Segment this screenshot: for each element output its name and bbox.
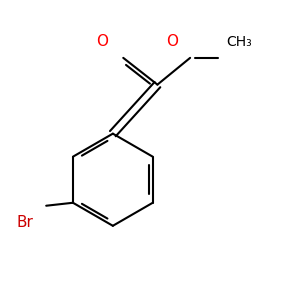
Text: CH₃: CH₃ bbox=[226, 34, 251, 49]
Text: O: O bbox=[96, 34, 108, 49]
Text: Br: Br bbox=[16, 215, 34, 230]
Text: O: O bbox=[166, 34, 178, 49]
